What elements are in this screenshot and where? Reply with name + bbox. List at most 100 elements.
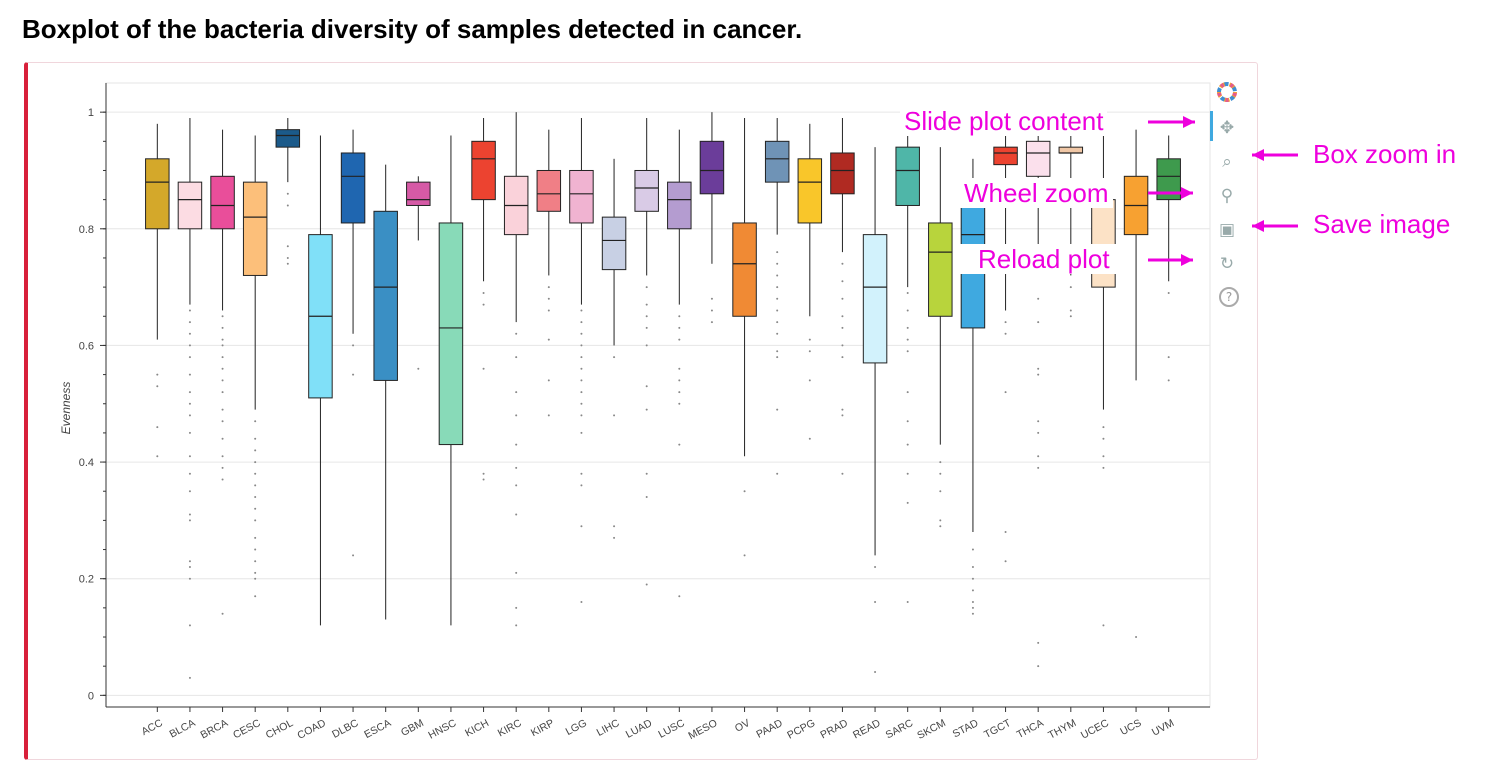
- outlier-point: [776, 321, 779, 324]
- x-tick-label: ESCA: [362, 717, 393, 741]
- x-tick-label: LGG: [564, 717, 589, 738]
- iqr-box: [797, 158, 823, 224]
- outlier-point: [678, 391, 681, 394]
- x-tick-label: BRCA: [199, 717, 230, 741]
- outlier-point: [939, 461, 942, 464]
- outlier-point: [613, 414, 616, 417]
- outlier-point: [776, 262, 779, 265]
- outlier-point: [1004, 321, 1007, 324]
- outlier-point: [645, 315, 648, 318]
- outlier-point: [580, 431, 583, 434]
- box-brca: [210, 129, 235, 615]
- outlier-point: [221, 455, 224, 458]
- outlier-point: [645, 303, 648, 306]
- outlier-point: [254, 507, 257, 510]
- save-icon[interactable]: ▣: [1218, 220, 1236, 240]
- outlier-point: [221, 391, 224, 394]
- annotation-save: Save image: [1313, 209, 1451, 239]
- outlier-point: [1037, 367, 1040, 370]
- x-tick-label: LIHC: [595, 717, 622, 739]
- outlier-point: [188, 414, 191, 417]
- x-tick-label: DLBC: [330, 717, 361, 741]
- outlier-point: [547, 286, 550, 289]
- iqr-box: [438, 222, 464, 446]
- reset-icon[interactable]: ↻: [1219, 254, 1235, 274]
- x-tick-label: GBM: [399, 717, 426, 739]
- outlier-point: [906, 420, 909, 423]
- wheel-zoom-icon[interactable]: ⚲: [1220, 186, 1234, 206]
- outlier-point: [580, 309, 583, 312]
- y-tick-label: 0.4: [79, 457, 94, 469]
- iqr-box: [471, 140, 496, 201]
- outlier-point: [580, 367, 583, 370]
- outlier-point: [776, 332, 779, 335]
- outlier-point: [580, 356, 583, 359]
- outlier-point: [841, 472, 844, 475]
- box-ucs: [1123, 129, 1149, 639]
- x-tick-label: THYM: [1046, 717, 1078, 742]
- x-tick-label: KIRP: [529, 717, 556, 739]
- help-icon[interactable]: ?: [1219, 287, 1239, 307]
- outlier-point: [254, 472, 257, 475]
- outlier-point: [743, 490, 746, 493]
- outlier-point: [1167, 379, 1170, 382]
- iqr-box: [732, 222, 757, 317]
- outlier-point: [580, 344, 583, 347]
- x-tick-label: OV: [733, 717, 752, 735]
- outlier-point: [221, 344, 224, 347]
- outlier-point: [906, 291, 909, 294]
- outlier-point: [939, 472, 942, 475]
- x-tick-label: ACC: [140, 717, 166, 738]
- outlier-point: [1102, 437, 1105, 440]
- outlier-point: [515, 571, 518, 574]
- outlier-point: [221, 466, 224, 469]
- outlier-point: [221, 379, 224, 382]
- outlier-point: [188, 455, 191, 458]
- x-tick-labels: ACC BLCA BRCA CESC CHOL COAD DLBC ESCA GBM HNSC KI…: [140, 717, 1177, 742]
- outlier-point: [221, 338, 224, 341]
- x-tick-label: CHOL: [264, 717, 296, 741]
- outlier-point: [188, 519, 191, 522]
- iqr-box: [210, 175, 235, 230]
- outlier-point: [254, 548, 257, 551]
- outlier-point: [156, 385, 159, 388]
- pan-icon[interactable]: ✥: [1219, 118, 1235, 138]
- outlier-point: [1037, 431, 1040, 434]
- boxplot-chart[interactable]: ACC BLCA BRCA CESC CHOL COAD DLBC ESCA GBM HNSC KI…: [28, 63, 1258, 759]
- outlier-point: [710, 309, 713, 312]
- box-zoom-icon[interactable]: ⌕: [1222, 152, 1232, 172]
- box-lgg: [569, 117, 594, 604]
- iqr-box: [993, 146, 1018, 166]
- annotation-wheel-zoom: Wheel zoom: [960, 178, 1113, 208]
- box-ov: [732, 117, 757, 557]
- outlier-point: [613, 536, 616, 539]
- outlier-point: [254, 484, 257, 487]
- outlier-point: [547, 297, 550, 300]
- outlier-point: [1037, 373, 1040, 376]
- outlier-point: [645, 286, 648, 289]
- box-esca: [373, 164, 398, 620]
- outlier-point: [352, 554, 355, 557]
- outlier-point: [188, 332, 191, 335]
- outlier-point: [254, 461, 257, 464]
- box-lusc: [667, 129, 692, 598]
- box-dlbc: [340, 129, 366, 557]
- outlier-point: [156, 455, 159, 458]
- outlier-point: [547, 379, 550, 382]
- outlier-point: [841, 414, 844, 417]
- outlier-point: [515, 414, 518, 417]
- outlier-point: [580, 321, 583, 324]
- x-tick-label: PCPG: [785, 717, 817, 742]
- iqr-box: [406, 181, 431, 206]
- outlier-point: [1167, 356, 1170, 359]
- x-tick-label: BLCA: [167, 717, 197, 740]
- outlier-point: [710, 321, 713, 324]
- outlier-point: [482, 291, 485, 294]
- outlier-point: [188, 309, 191, 312]
- outlier-point: [188, 321, 191, 324]
- outlier-point: [971, 589, 974, 592]
- outlier-point: [515, 332, 518, 335]
- outlier-point: [254, 595, 257, 598]
- outlier-point: [221, 315, 224, 318]
- outlier-point: [841, 297, 844, 300]
